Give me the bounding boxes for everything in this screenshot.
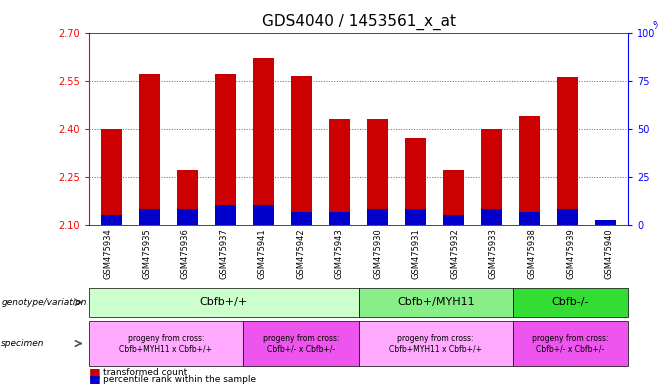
Text: GSM475934: GSM475934 (103, 228, 113, 279)
Bar (519, 116, 540, 225)
Bar (253, 205, 274, 225)
Bar (595, 220, 616, 225)
Text: progeny from cross:
Cbfb+/- x Cbfb+/-: progeny from cross: Cbfb+/- x Cbfb+/- (263, 334, 339, 353)
Bar (101, 215, 122, 225)
Text: percentile rank within the sample: percentile rank within the sample (103, 375, 257, 384)
Text: progeny from cross:
Cbfb+MYH11 x Cbfb+/+: progeny from cross: Cbfb+MYH11 x Cbfb+/+ (119, 334, 213, 353)
Bar (443, 170, 464, 225)
Text: genotype/variation: genotype/variation (1, 298, 87, 307)
Bar (139, 209, 160, 225)
Text: GSM475943: GSM475943 (335, 228, 344, 279)
Text: GSM475935: GSM475935 (142, 228, 151, 279)
Text: specimen: specimen (1, 339, 45, 348)
Text: GSM475939: GSM475939 (566, 228, 575, 279)
Text: GSM475931: GSM475931 (412, 228, 421, 279)
Bar (291, 76, 312, 225)
Bar (367, 119, 388, 225)
Bar (101, 129, 122, 225)
Bar (139, 74, 160, 225)
Bar (215, 74, 236, 225)
Bar (405, 209, 426, 225)
Bar (519, 212, 540, 225)
Bar (405, 138, 426, 225)
Text: GSM475941: GSM475941 (258, 228, 266, 279)
Text: progeny from cross:
Cbfb+MYH11 x Cbfb+/+: progeny from cross: Cbfb+MYH11 x Cbfb+/+ (389, 334, 482, 353)
Text: transformed count: transformed count (103, 367, 188, 377)
Text: GSM475930: GSM475930 (373, 228, 382, 279)
Bar (215, 205, 236, 225)
Text: Cbfb-/-: Cbfb-/- (552, 297, 590, 308)
Bar (557, 209, 578, 225)
Bar (329, 119, 350, 225)
Text: GSM475942: GSM475942 (296, 228, 305, 279)
Text: %: % (653, 21, 658, 31)
Text: GSM475936: GSM475936 (181, 228, 190, 279)
Bar (329, 212, 350, 225)
Bar (443, 215, 464, 225)
Text: GSM475937: GSM475937 (219, 228, 228, 279)
Bar (367, 209, 388, 225)
Text: GSM475940: GSM475940 (605, 228, 614, 279)
Bar (177, 209, 198, 225)
Bar (177, 170, 198, 225)
Title: GDS4040 / 1453561_x_at: GDS4040 / 1453561_x_at (262, 14, 455, 30)
Text: ■: ■ (89, 373, 101, 384)
Bar (291, 212, 312, 225)
Text: Cbfb+/MYH11: Cbfb+/MYH11 (397, 297, 474, 308)
Bar (595, 222, 616, 225)
Text: progeny from cross:
Cbfb+/- x Cbfb+/-: progeny from cross: Cbfb+/- x Cbfb+/- (532, 334, 609, 353)
Text: GSM475938: GSM475938 (528, 228, 536, 279)
Bar (253, 58, 274, 225)
Text: GSM475932: GSM475932 (451, 228, 459, 279)
Text: ■: ■ (89, 366, 101, 379)
Text: GSM475933: GSM475933 (489, 228, 498, 279)
Bar (557, 78, 578, 225)
Bar (481, 129, 502, 225)
Bar (481, 209, 502, 225)
Text: Cbfb+/+: Cbfb+/+ (199, 297, 248, 308)
